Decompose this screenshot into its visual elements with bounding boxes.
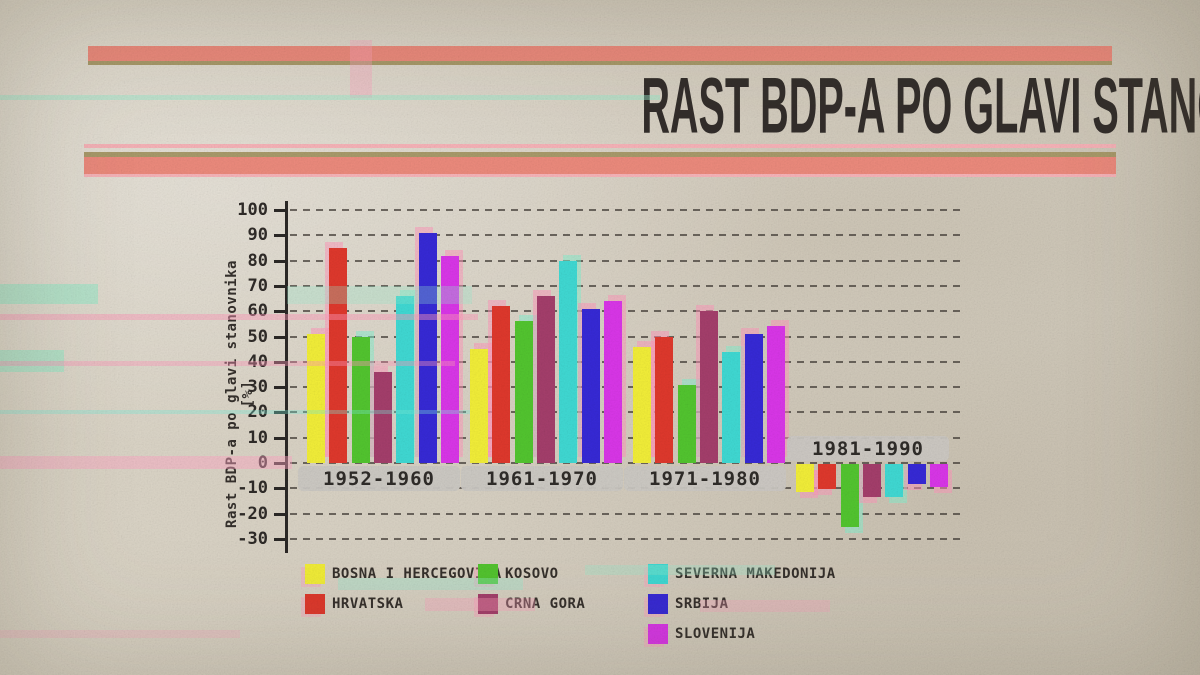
bar-crna-gora-1981-1990 (862, 464, 881, 497)
legend-label: HRVATSKA (332, 596, 404, 612)
y-axis-tick (274, 462, 287, 465)
y-axis-tick (274, 335, 287, 339)
y-axis-tick (274, 259, 287, 263)
y-axis-tick-label: -20 (237, 503, 268, 524)
bar-kosovo-1981-1990 (840, 464, 859, 528)
grid-line (290, 512, 964, 515)
grid-line (290, 234, 964, 237)
y-axis-tick (274, 512, 287, 516)
grid-line (290, 284, 964, 287)
grid-line (290, 537, 964, 540)
grid-line (290, 335, 964, 338)
legend-swatch-hrvatska (305, 594, 325, 614)
y-axis-tick (274, 537, 287, 541)
legend-label: BOSNA I HERCEGOVINA (332, 566, 502, 582)
bar-severna-makedonija-1971-1980 (722, 351, 741, 463)
legend-swatch-severna-makedonija (648, 564, 668, 584)
y-axis-tick (274, 234, 287, 238)
y-axis-tick (274, 360, 287, 364)
y-axis-tick (274, 209, 287, 212)
grid-line (290, 310, 964, 313)
category-label-1952-1960: 1952-1960 (298, 466, 460, 491)
y-axis-tick (274, 487, 287, 491)
y-axis-tick-label: 0 (257, 453, 268, 473)
bar-bosna-i-hercegovina-1952-1960 (307, 333, 325, 463)
bar-slovenija-1952-1960 (440, 255, 459, 463)
bar-severna-makedonija-1981-1990 (885, 464, 904, 497)
category-label-1971-1980: 1971-1980 (624, 466, 786, 491)
y-axis-tick-label: -30 (237, 528, 268, 549)
bar-srbija-1981-1990 (907, 464, 926, 485)
bar-bosna-i-hercegovina-1971-1980 (633, 346, 651, 463)
legend-label: SRBIJA (675, 596, 729, 612)
y-axis-tick (274, 310, 287, 314)
bar-severna-makedonija-1952-1960 (396, 296, 415, 463)
y-axis-tick-label: 80 (247, 250, 268, 271)
legend-label: SLOVENIJA (675, 626, 756, 642)
y-axis-tick-label: 40 (247, 351, 268, 372)
legend-swatch-srbija (648, 594, 668, 614)
y-axis-tick-label: 60 (247, 301, 268, 322)
y-axis-line (285, 201, 288, 553)
grid-line (290, 259, 964, 262)
y-axis-tick (274, 411, 287, 415)
bar-hrvatska-1971-1980 (655, 336, 674, 463)
bar-crna-gora-1971-1980 (699, 311, 718, 463)
y-axis-tick-label: 90 (247, 225, 268, 246)
bar-slovenija-1981-1990 (929, 464, 948, 487)
y-axis-tick (274, 284, 287, 288)
grid-line (290, 360, 964, 363)
y-axis-tick-label: 10 (247, 427, 268, 448)
y-axis-tick-label: -10 (237, 478, 268, 499)
bar-hrvatska-1961-1970 (492, 306, 511, 463)
bar-srbija-1952-1960 (418, 232, 437, 463)
bar-crna-gora-1961-1970 (536, 296, 555, 463)
bar-slovenija-1971-1980 (766, 326, 785, 463)
bar-bosna-i-hercegovina-1961-1970 (470, 349, 488, 463)
legend-swatch-slovenija (648, 624, 668, 644)
bar-severna-makedonija-1961-1970 (559, 260, 578, 463)
legend-label: CRNA GORA (505, 596, 586, 612)
legend-swatch-crna-gora (478, 594, 498, 614)
y-axis-tick-label: 70 (247, 275, 268, 296)
legend-swatch-kosovo (478, 564, 498, 584)
y-axis-tick-label: 20 (247, 402, 268, 423)
legend-label: KOSOVO (505, 566, 559, 582)
bar-slovenija-1961-1970 (603, 301, 622, 463)
y-axis-tick (274, 436, 287, 440)
y-axis-tick-label: 30 (247, 377, 268, 398)
bar-srbija-1971-1980 (744, 333, 763, 463)
bar-kosovo-1952-1960 (351, 336, 370, 463)
y-axis-tick-label: 50 (247, 326, 268, 347)
bar-crna-gora-1952-1960 (373, 371, 392, 463)
bar-bosna-i-hercegovina-1981-1990 (796, 464, 814, 492)
category-label-1981-1990: 1981-1990 (787, 436, 949, 461)
bar-kosovo-1961-1970 (514, 321, 533, 463)
bar-srbija-1961-1970 (581, 308, 600, 463)
legend-label: SEVERNA MAKEDONIJA (675, 566, 836, 582)
grid-line (290, 209, 964, 211)
bar-kosovo-1971-1980 (677, 384, 696, 463)
bar-hrvatska-1952-1960 (329, 247, 348, 463)
y-axis-tick-label: 100 (237, 200, 268, 220)
category-label-1961-1970: 1961-1970 (461, 466, 623, 491)
legend-swatch-bosna-i-hercegovina (305, 564, 325, 584)
y-axis-tick (274, 386, 287, 390)
bar-hrvatska-1981-1990 (818, 464, 837, 490)
